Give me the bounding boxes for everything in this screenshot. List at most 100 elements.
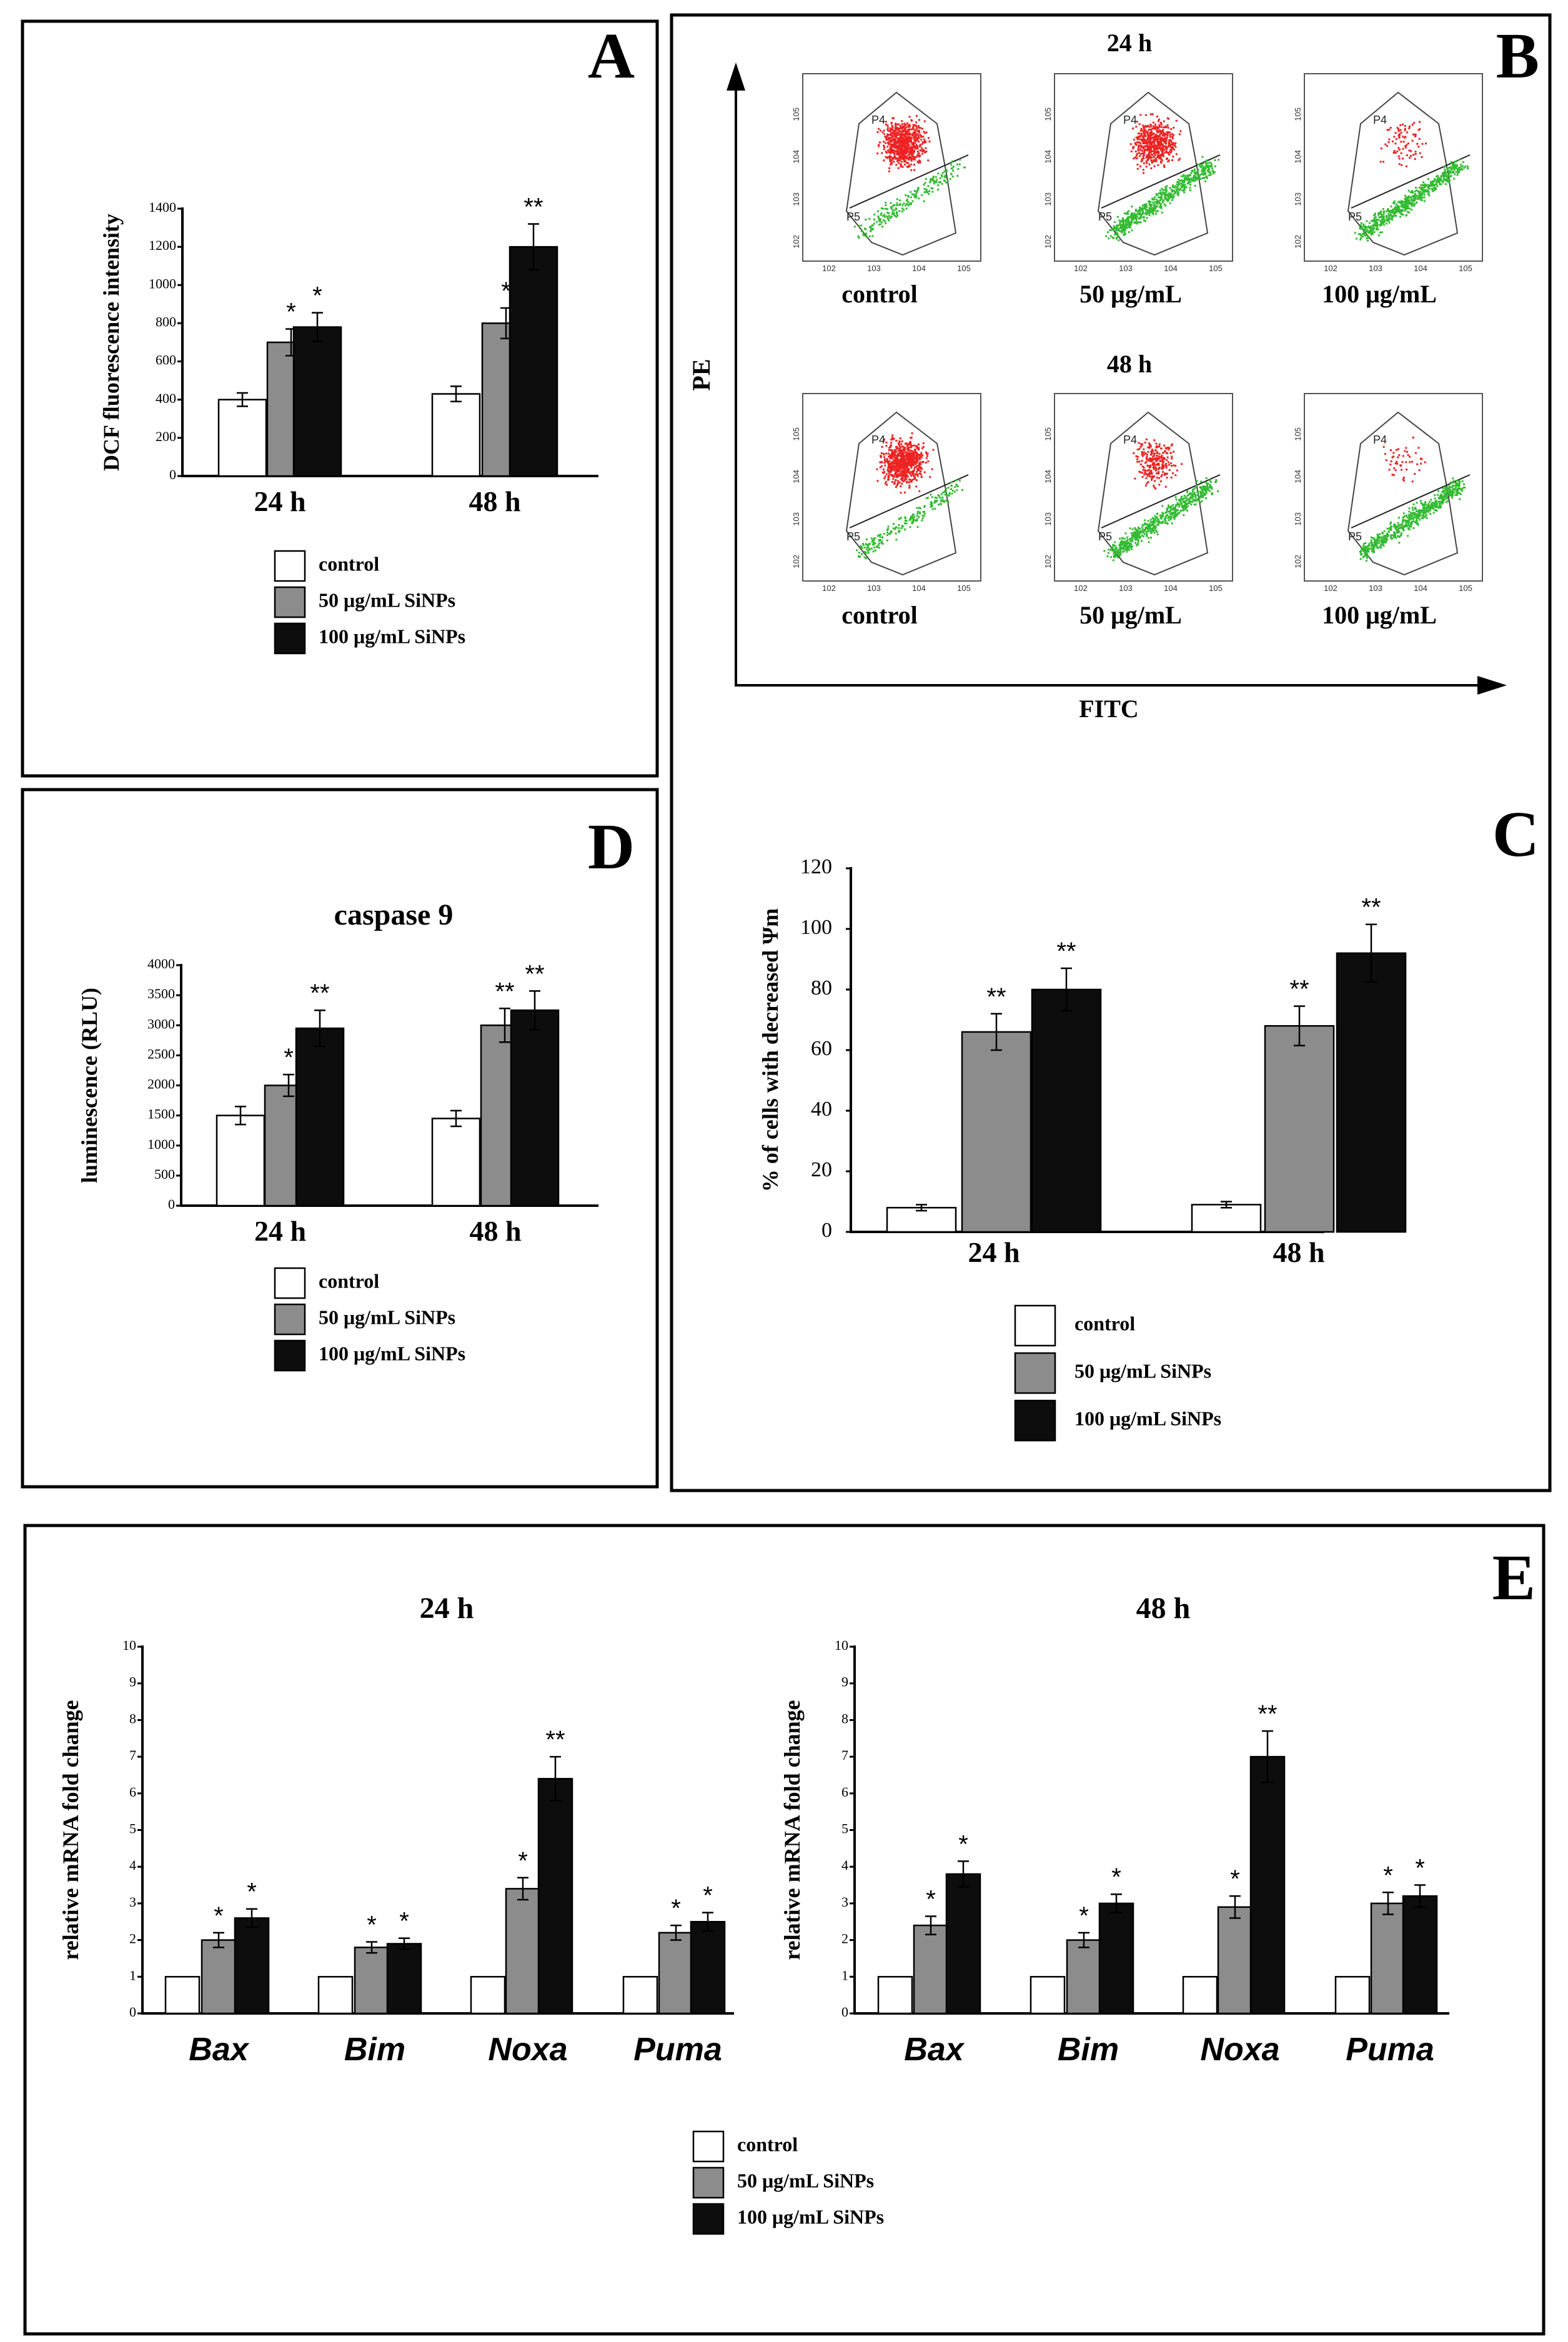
p4-event (890, 163, 892, 166)
p5-event (870, 227, 873, 230)
category-label: 48 h (1273, 1236, 1324, 1268)
flow-x-tick-label: 104 (1164, 583, 1178, 593)
y-tick-label: 2 (841, 1931, 848, 1947)
p4-event (1171, 136, 1174, 138)
p5-event (905, 520, 908, 522)
p4-event (1142, 139, 1144, 141)
p5-event (1152, 209, 1154, 211)
p4-event (1150, 167, 1153, 169)
p5-event (1135, 534, 1138, 537)
p5-event (1108, 237, 1110, 240)
p4-event (903, 466, 905, 469)
p5-event (930, 177, 932, 180)
p5-event (1461, 165, 1464, 167)
p4-event (1138, 460, 1141, 463)
p5-event (926, 497, 929, 499)
p4-event (1154, 160, 1157, 162)
p5-event (1452, 493, 1454, 495)
p5-event (1207, 166, 1209, 168)
p5-event (1409, 202, 1412, 204)
p4-event (1135, 126, 1138, 128)
p4-event (1146, 143, 1149, 146)
gate-divider (1101, 474, 1221, 528)
p5-event (1193, 493, 1196, 495)
p5-event (1186, 495, 1189, 497)
y-tick-label: 0 (129, 2004, 136, 2020)
p5-event (1128, 231, 1130, 234)
p5-event (1119, 553, 1122, 555)
p5-event (1376, 541, 1379, 543)
p4-event (919, 455, 921, 458)
p4-event (915, 460, 918, 462)
p4-event (905, 470, 908, 473)
p4-event (918, 472, 921, 475)
p4-event (1171, 472, 1174, 475)
p5-event (1123, 224, 1125, 227)
p4-event (1134, 477, 1136, 480)
p5-event (1423, 184, 1426, 187)
p5-event (1192, 495, 1194, 498)
p5-event (860, 224, 863, 227)
p5-event (1404, 209, 1406, 212)
p5-event (1154, 525, 1157, 527)
y-tick-label: 1 (129, 1967, 136, 1983)
p5-event (916, 526, 919, 528)
p5-event (895, 216, 898, 218)
p5-event (1363, 233, 1366, 236)
p5-event (941, 175, 943, 177)
p4-event (1389, 464, 1392, 466)
p5-event (871, 540, 873, 543)
p4-event (913, 144, 915, 146)
p5-event (1113, 556, 1116, 558)
p4-event (1151, 146, 1154, 148)
p5-event (1186, 182, 1189, 185)
p5-event (868, 543, 871, 545)
p5-event (1131, 219, 1133, 222)
p4-event (888, 464, 890, 466)
p4-event (1157, 150, 1159, 152)
p5-event (1429, 183, 1432, 186)
p5-event (890, 217, 892, 219)
p5-event (1119, 224, 1121, 227)
p4-event (1163, 145, 1166, 147)
p4-event (892, 475, 895, 477)
p5-event (1113, 237, 1115, 239)
p4-event (901, 457, 903, 460)
p5-event (910, 196, 912, 199)
p4-event (923, 140, 926, 142)
flow-x-tick-label: 105 (1209, 264, 1223, 273)
p4-event (883, 159, 885, 162)
p5-event (1118, 549, 1120, 552)
legend-swatch-c100 (274, 1339, 306, 1372)
p5-event (1450, 168, 1452, 171)
p5-event (1396, 203, 1398, 206)
p5-event (1199, 178, 1201, 181)
p4-event (1158, 477, 1161, 479)
p5-event (1183, 509, 1185, 512)
p4-event (911, 457, 914, 459)
p4-event (903, 122, 906, 125)
p4-event (908, 137, 911, 139)
gate-label-p4: P4 (1123, 114, 1137, 126)
p5-event (1188, 494, 1190, 496)
p5-event (1183, 174, 1185, 176)
p4-event (1402, 157, 1404, 160)
p5-event (1139, 532, 1142, 534)
p5-event (880, 212, 883, 214)
p5-event (1168, 515, 1170, 518)
y-tick-label: 7 (129, 1747, 136, 1763)
p5-event (1207, 169, 1209, 171)
p4-event (1147, 446, 1149, 449)
p5-event (1203, 485, 1205, 488)
p4-event (1178, 157, 1181, 160)
p5-event (1174, 513, 1176, 515)
p5-event (959, 159, 961, 161)
p5-event (1367, 225, 1370, 227)
p5-event (1169, 195, 1171, 197)
p4-event (1409, 461, 1411, 464)
p5-event (1106, 555, 1109, 558)
flow-x-tick-label: 105 (1459, 264, 1472, 273)
p4-event (891, 139, 893, 142)
significance-marker: * (247, 1878, 257, 1906)
p5-event (1196, 172, 1199, 174)
